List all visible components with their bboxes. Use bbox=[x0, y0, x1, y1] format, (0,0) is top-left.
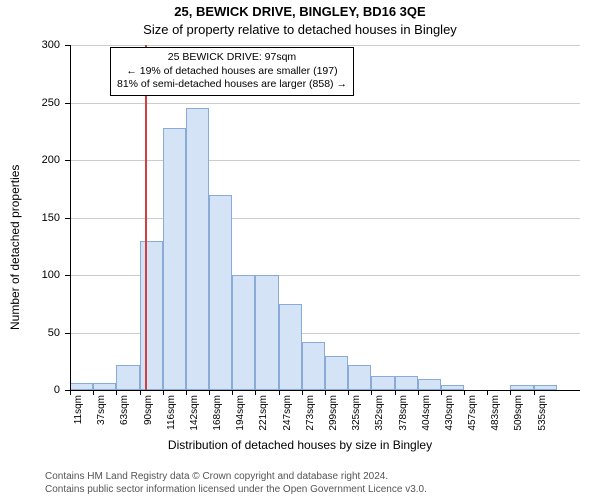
x-tick-label: 325sqm bbox=[351, 395, 362, 431]
x-tick-label: 221sqm bbox=[258, 395, 269, 431]
x-tick-label: 247sqm bbox=[282, 395, 293, 431]
x-tick-label: 509sqm bbox=[513, 395, 524, 431]
footer-line-2: Contains public sector information licen… bbox=[45, 484, 427, 497]
histogram-bar bbox=[255, 275, 278, 390]
y-tick-label: 250 bbox=[20, 97, 60, 109]
x-tick-label: 37sqm bbox=[96, 395, 107, 425]
histogram-bar bbox=[232, 275, 255, 390]
reference-marker-line bbox=[145, 45, 147, 390]
x-tick-label: 535sqm bbox=[537, 395, 548, 431]
x-tick-label: 430sqm bbox=[444, 395, 455, 431]
histogram-bar bbox=[93, 383, 116, 390]
histogram-bar bbox=[395, 376, 418, 390]
x-tick-label: 378sqm bbox=[398, 395, 409, 431]
y-tick-label: 200 bbox=[20, 154, 60, 166]
x-tick-label: 273sqm bbox=[305, 395, 316, 431]
x-tick-label: 116sqm bbox=[166, 395, 177, 430]
y-tick-label: 100 bbox=[20, 269, 60, 281]
x-tick-label: 11sqm bbox=[73, 395, 84, 424]
footer-attribution: Contains HM Land Registry data © Crown c… bbox=[45, 471, 427, 496]
histogram-bar bbox=[163, 128, 186, 390]
y-axis-line bbox=[70, 45, 71, 390]
chart-title-address: 25, BEWICK DRIVE, BINGLEY, BD16 3QE bbox=[0, 4, 600, 19]
x-tick-label: 63sqm bbox=[119, 395, 130, 425]
footer-line-1: Contains HM Land Registry data © Crown c… bbox=[45, 471, 427, 484]
chart-title-description: Size of property relative to detached ho… bbox=[0, 22, 600, 37]
histogram-bar bbox=[140, 241, 163, 391]
x-axis-label: Distribution of detached houses by size … bbox=[0, 438, 600, 452]
histogram-bar bbox=[209, 195, 232, 391]
y-tick-label: 50 bbox=[20, 327, 60, 339]
histogram-bar bbox=[418, 379, 441, 391]
annotation-line-3: 81% of semi-detached houses are larger (… bbox=[117, 78, 347, 92]
x-tick-label: 299sqm bbox=[328, 395, 339, 431]
histogram-bar bbox=[302, 342, 325, 390]
x-tick-label: 483sqm bbox=[490, 395, 501, 431]
annotation-line-1: 25 BEWICK DRIVE: 97sqm bbox=[117, 51, 347, 65]
annotation-line-2: ← 19% of detached houses are smaller (19… bbox=[117, 65, 347, 79]
x-tick-label: 352sqm bbox=[374, 395, 385, 431]
y-tick-label: 0 bbox=[20, 384, 60, 396]
histogram-bar bbox=[186, 108, 209, 390]
histogram-bar bbox=[325, 356, 348, 391]
x-tick-label: 194sqm bbox=[235, 395, 246, 431]
histogram-bar bbox=[279, 304, 302, 390]
chart-plot-area: 05010015020025030011sqm37sqm63sqm90sqm11… bbox=[70, 45, 580, 415]
x-axis-line bbox=[70, 390, 580, 391]
y-axis-label: Number of detached properties bbox=[8, 165, 22, 330]
histogram-bar bbox=[70, 383, 93, 390]
y-tick-label: 150 bbox=[20, 212, 60, 224]
x-tick-label: 90sqm bbox=[143, 395, 154, 425]
x-tick-label: 457sqm bbox=[467, 395, 478, 431]
x-tick-label: 168sqm bbox=[212, 395, 223, 431]
histogram-bar bbox=[348, 365, 371, 390]
x-tick-label: 142sqm bbox=[189, 395, 200, 431]
histogram-bar bbox=[371, 376, 394, 390]
histogram-bar bbox=[116, 365, 139, 390]
annotation-box: 25 BEWICK DRIVE: 97sqm← 19% of detached … bbox=[110, 47, 354, 96]
y-tick-label: 300 bbox=[20, 39, 60, 51]
x-tick-label: 404sqm bbox=[421, 395, 432, 431]
